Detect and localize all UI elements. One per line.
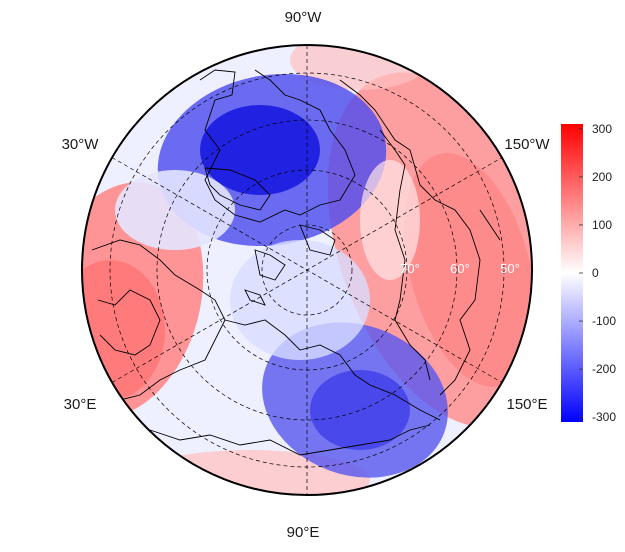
latitude-label-50: 50° — [500, 261, 520, 276]
colorbar-tick-label: 200 — [592, 170, 612, 184]
latitude-label-70: 70° — [400, 261, 420, 276]
longitude-label-upper-left: 30°W — [62, 136, 100, 153]
longitude-label-upper-right: 150°W — [504, 136, 550, 153]
colorbar-tick-label: 0 — [592, 266, 599, 280]
colorbar: 300 200 100 0 -100 -200 -300 — [561, 122, 616, 424]
longitude-label-bottom: 90°E — [287, 524, 320, 541]
colorbar-tick-label: 300 — [592, 122, 612, 136]
longitude-label-top: 90°W — [285, 9, 323, 26]
colorbar-tick-label: -200 — [592, 362, 616, 376]
colorbar-tick-label: -300 — [592, 410, 616, 424]
colorbar-tick-label: -100 — [592, 314, 616, 328]
coastlines — [91, 69, 501, 456]
longitude-label-lower-left: 30°E — [64, 396, 97, 413]
colorbar-tick-label: 100 — [592, 218, 612, 232]
meridians — [111, 45, 503, 495]
latitude-label-60: 60° — [450, 261, 470, 276]
map-boundary — [81, 44, 533, 496]
colorbar-ticks: 300 200 100 0 -100 -200 -300 — [579, 122, 616, 424]
colorbar-gradient — [561, 124, 583, 422]
longitude-label-lower-right: 150°E — [506, 396, 547, 413]
